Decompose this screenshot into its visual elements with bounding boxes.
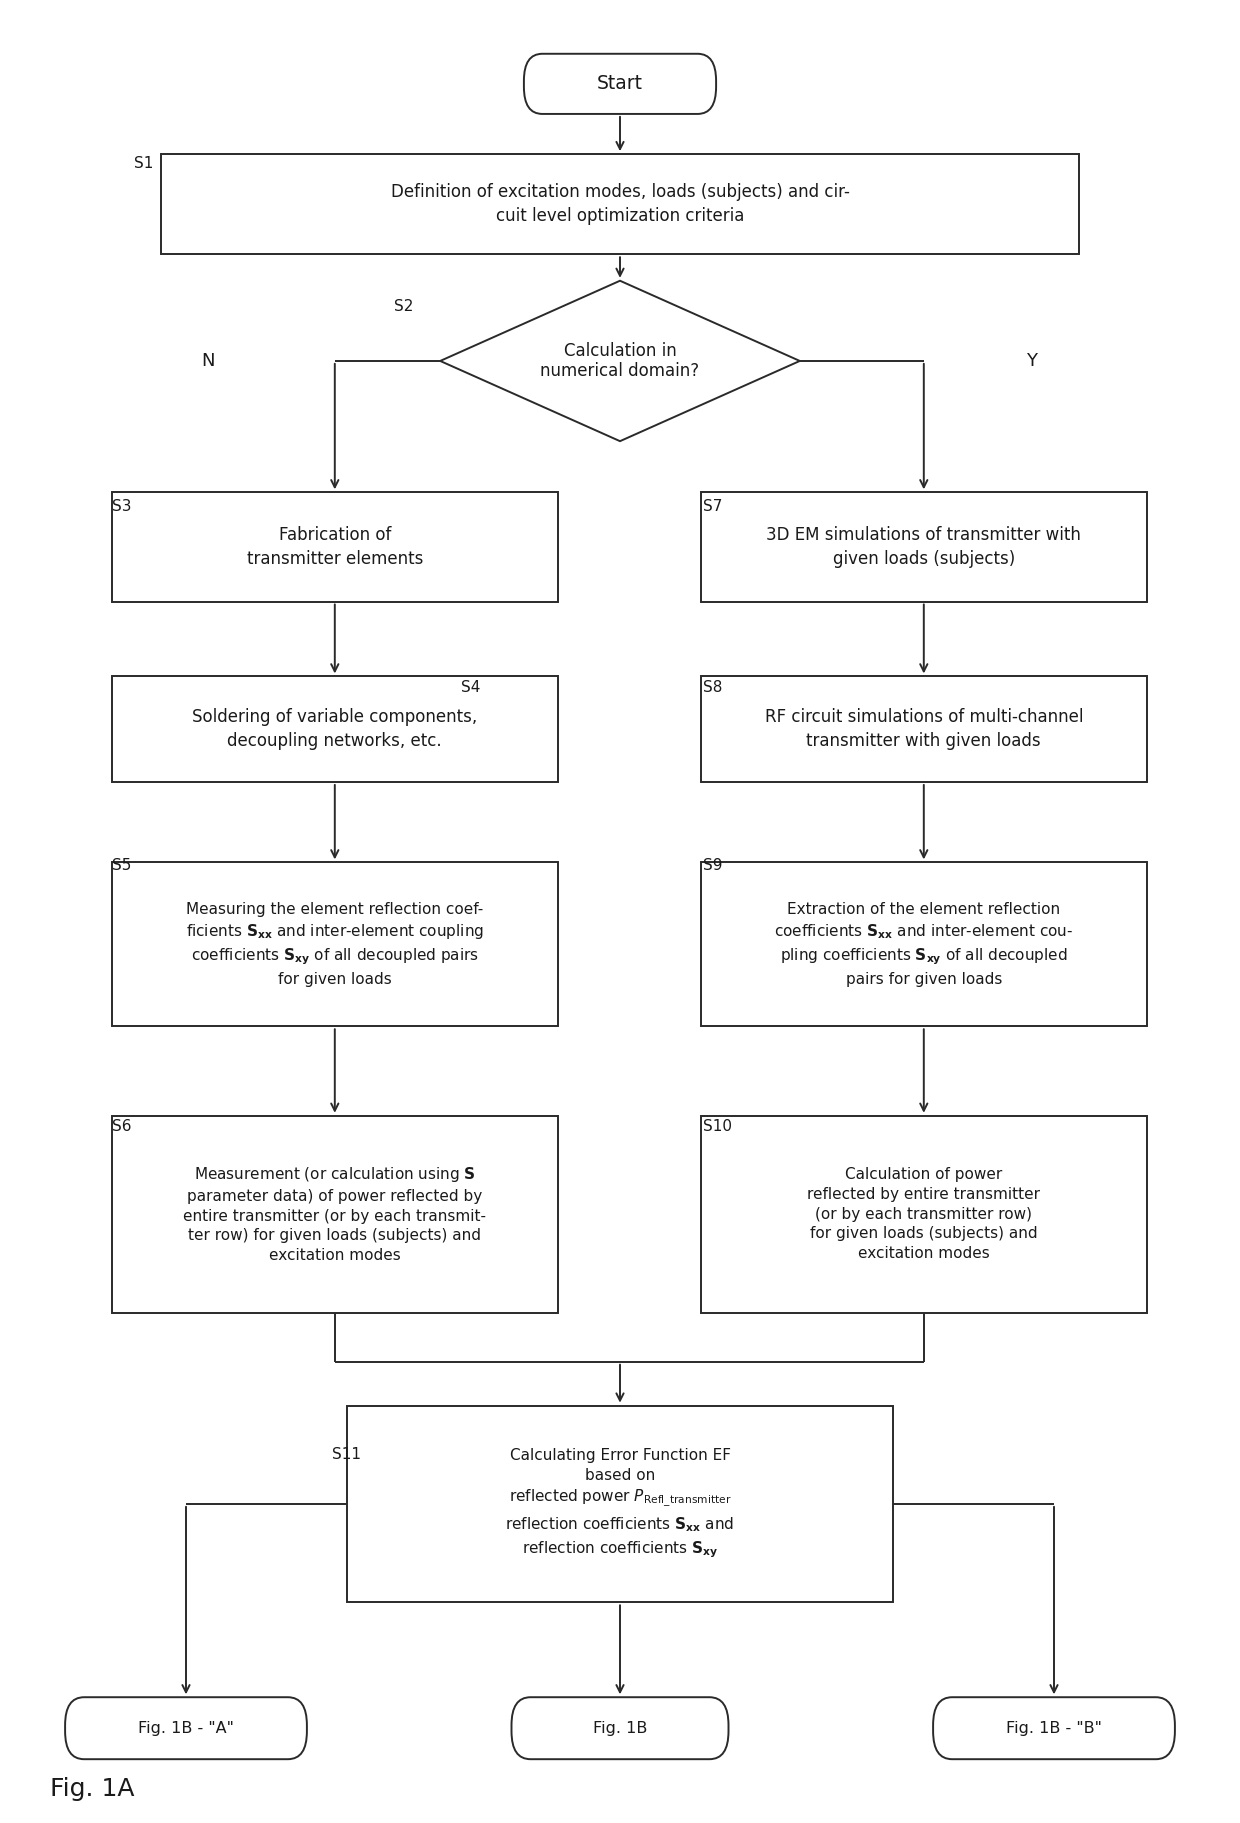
Text: Measurement (or calculation using $\bf{S}$
parameter data) of power reflected by: Measurement (or calculation using $\bf{S…	[184, 1165, 486, 1263]
Text: N: N	[202, 352, 215, 370]
Text: S5: S5	[112, 859, 131, 873]
Text: S3: S3	[112, 500, 131, 514]
Text: Soldering of variable components,
decoupling networks, etc.: Soldering of variable components, decoup…	[192, 709, 477, 749]
Text: Y: Y	[1027, 352, 1037, 370]
Text: 3D EM simulations of transmitter with
given loads (subjects): 3D EM simulations of transmitter with gi…	[766, 527, 1081, 567]
Text: Fig. 1B: Fig. 1B	[593, 1721, 647, 1735]
Text: S2: S2	[394, 299, 414, 314]
Text: Extraction of the element reflection
coefficients $\bf{S}$$_{\bf{xx}}$ and inter: Extraction of the element reflection coe…	[774, 902, 1074, 986]
Text: Measuring the element reflection coef-
ficients $\bf{S}$$_{\bf{xx}}$ and inter-e: Measuring the element reflection coef- f…	[186, 902, 484, 986]
Bar	[701, 1116, 1147, 1313]
Bar	[701, 862, 1147, 1026]
FancyBboxPatch shape	[523, 53, 717, 113]
Bar	[347, 1406, 893, 1602]
Bar	[112, 1116, 558, 1313]
FancyBboxPatch shape	[64, 1697, 306, 1759]
Text: S4: S4	[461, 680, 481, 695]
Bar	[112, 492, 558, 602]
Text: S6: S6	[112, 1119, 131, 1134]
FancyBboxPatch shape	[932, 1697, 1176, 1759]
Text: Calculation of power
reflected by entire transmitter
(or by each transmitter row: Calculation of power reflected by entire…	[807, 1167, 1040, 1262]
Text: S7: S7	[703, 500, 723, 514]
Text: Fabrication of
transmitter elements: Fabrication of transmitter elements	[247, 527, 423, 567]
Text: Fig. 1B - "B": Fig. 1B - "B"	[1006, 1721, 1102, 1735]
Bar	[701, 676, 1147, 782]
Text: Calculating Error Function EF
based on
reflected power $P$$_{\mathrm{Refl\_trans: Calculating Error Function EF based on r…	[506, 1447, 734, 1560]
FancyBboxPatch shape	[511, 1697, 728, 1759]
Text: S9: S9	[703, 859, 723, 873]
Text: Fig. 1A: Fig. 1A	[50, 1777, 134, 1801]
Text: Start: Start	[596, 75, 644, 93]
Text: S1: S1	[134, 157, 154, 171]
Text: RF circuit simulations of multi-channel
transmitter with given loads: RF circuit simulations of multi-channel …	[765, 709, 1083, 749]
Bar	[161, 153, 1079, 253]
Bar	[112, 676, 558, 782]
Text: Definition of excitation modes, loads (subjects) and cir-
cuit level optimizatio: Definition of excitation modes, loads (s…	[391, 184, 849, 224]
Polygon shape	[440, 281, 800, 441]
Bar	[701, 492, 1147, 602]
Text: S10: S10	[703, 1119, 732, 1134]
Text: Calculation in
numerical domain?: Calculation in numerical domain?	[541, 341, 699, 381]
Text: S11: S11	[332, 1447, 361, 1462]
Text: S8: S8	[703, 680, 723, 695]
Text: Fig. 1B - "A": Fig. 1B - "A"	[138, 1721, 234, 1735]
Bar	[112, 862, 558, 1026]
